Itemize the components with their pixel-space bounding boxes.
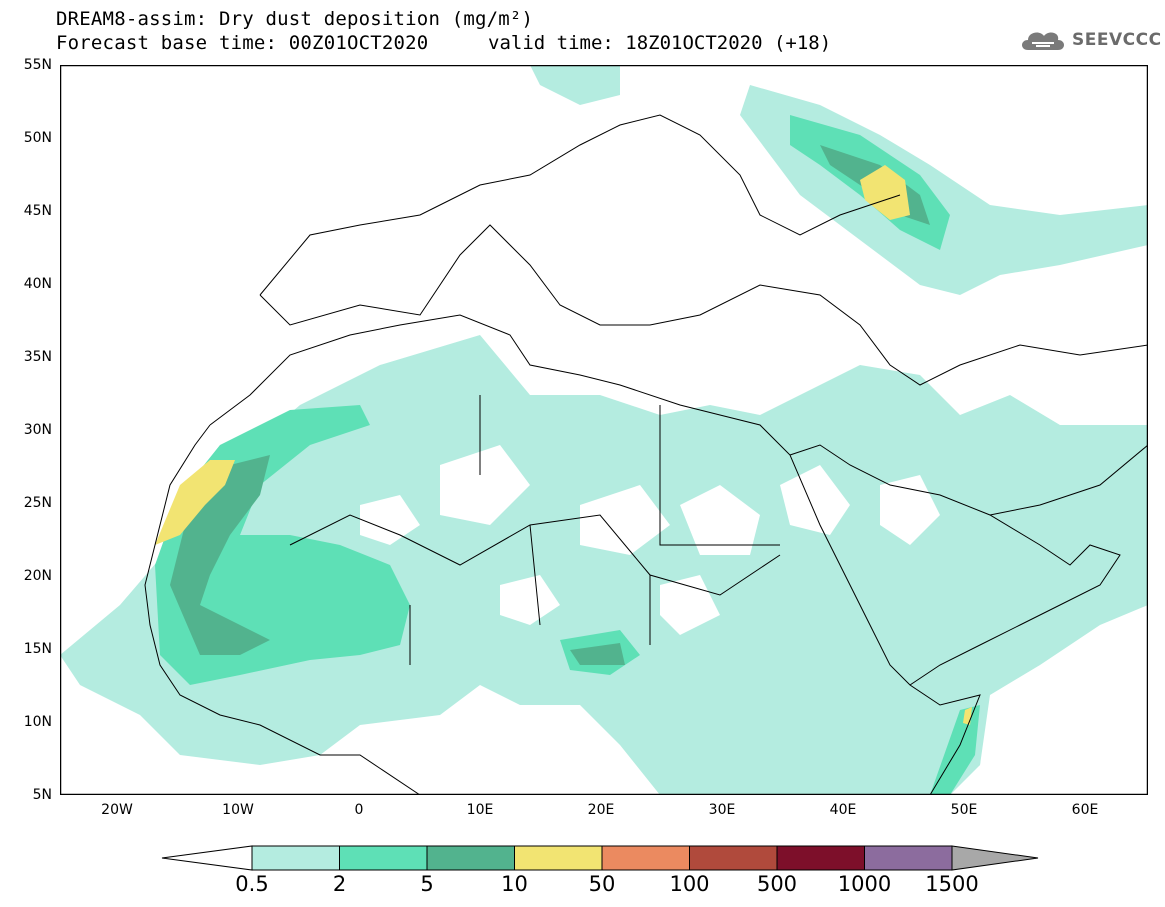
dust-field-high [155, 165, 972, 725]
lon-label: 20E [587, 802, 615, 818]
lat-label: 20N [23, 568, 52, 584]
lon-label: 30E [708, 802, 736, 818]
lon-label: 10E [466, 802, 494, 818]
lat-label: 10N [23, 714, 52, 730]
lon-label: 20W [101, 802, 133, 818]
colorbar-over-arrow [951, 845, 1039, 871]
colorbar-level-label: 1500 [925, 872, 979, 896]
lon-label: 0 [354, 802, 364, 818]
colorbar-level-label: 50 [588, 872, 616, 896]
seevccc-logo: SEEVCCC [1018, 26, 1162, 54]
colorbar-segment [689, 845, 778, 871]
colorbar-segment [776, 845, 865, 871]
colorbar-segment [514, 845, 603, 871]
colorbar-under-arrow [161, 845, 253, 871]
lat-label: 45N [23, 203, 52, 219]
dust-deposition-map [60, 65, 1148, 795]
colorbar-level-label: 2 [332, 872, 347, 896]
logo-text: SEEVCCC [1072, 30, 1162, 50]
coastlines-borders [144, 114, 1148, 795]
colorbar-segment [339, 845, 428, 871]
lat-label: 15N [23, 641, 52, 657]
colorbar [161, 845, 1039, 871]
lat-label: 5N [32, 787, 52, 803]
colorbar-level-label: 1000 [837, 872, 892, 896]
lon-label: 40E [829, 802, 857, 818]
lat-label: 35N [23, 349, 52, 365]
map-title: DREAM8-assim: Dry dust deposition (mg/m²… [56, 8, 534, 30]
colorbar-level-label: 0.5 [235, 872, 269, 896]
colorbar-segment [601, 845, 690, 871]
colorbar-level-label: 100 [669, 872, 710, 896]
colorbar-level-label: 5 [420, 872, 434, 896]
lat-label: 55N [23, 57, 52, 73]
lat-label: 30N [23, 422, 52, 438]
lon-label: 10W [222, 802, 254, 818]
valid-time: valid time: 18Z01OCT2020 (+18) [488, 32, 832, 54]
lat-label: 25N [23, 495, 52, 511]
lat-label: 50N [23, 130, 52, 146]
colorbar-level-label: 500 [756, 872, 798, 896]
colorbar-segment [426, 845, 515, 871]
forecast-base-time: Forecast base time: 00Z01OCT2020 [56, 32, 429, 54]
colorbar-segment [251, 845, 340, 871]
lon-label: 60E [1071, 802, 1099, 818]
colorbar-level-label: 10 [501, 872, 528, 896]
cloud-icon [1022, 32, 1064, 50]
colorbar-segment [864, 845, 953, 871]
lat-label: 40N [23, 276, 52, 292]
lon-label: 50E [950, 802, 978, 818]
